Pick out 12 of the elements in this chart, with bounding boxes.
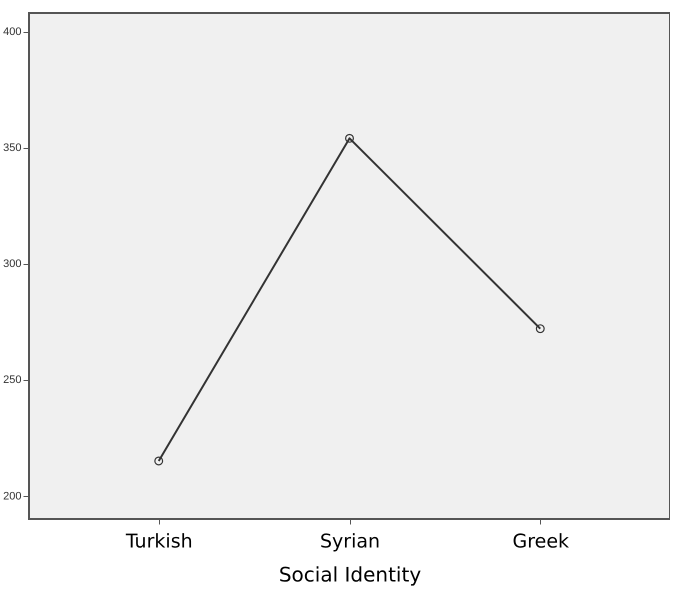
point (536, 324, 545, 334)
x-axis-title: Social Identity (278, 562, 422, 586)
point (345, 134, 354, 143)
y-tick-label: 300 (3, 258, 22, 270)
y-tick-label: 200 (3, 490, 22, 502)
x-tick-label: Syrian (320, 530, 380, 552)
y-tick-label: 400 (3, 26, 22, 38)
point (154, 456, 164, 466)
x-tick-label: Turkish (124, 530, 193, 552)
x-tick-label: Greek (512, 530, 570, 552)
y-tick-label: 350 (3, 142, 22, 154)
y-tick-label: 250 (3, 374, 22, 386)
